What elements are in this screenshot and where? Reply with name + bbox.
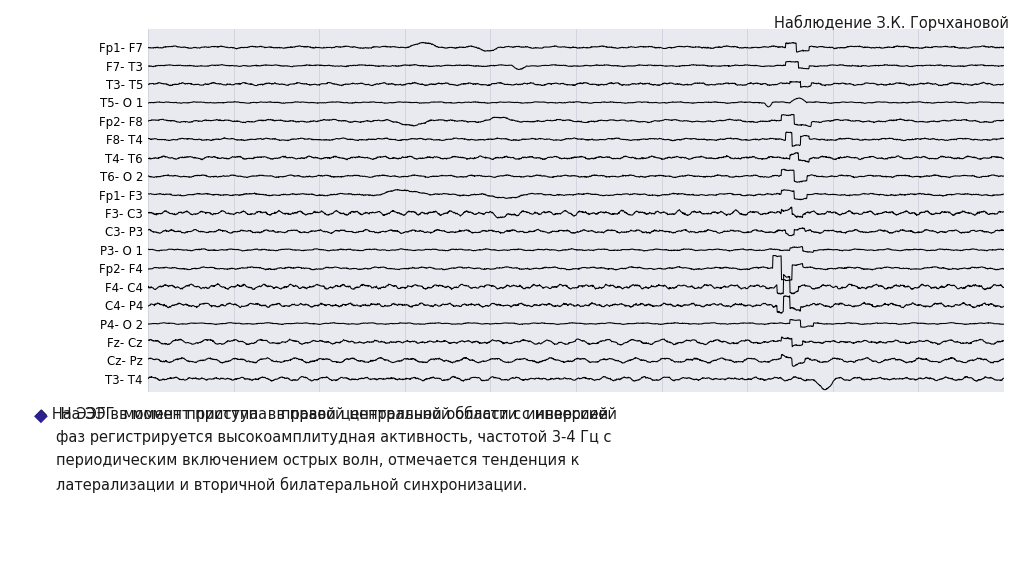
Text: На ЭЭГ в момент приступа  в правой центральной области с инверсией
фаз регистрир: На ЭЭГ в момент приступа в правой центра… <box>56 406 617 492</box>
Text: ◆: ◆ <box>34 407 48 425</box>
Text: Наблюдение З.К. Горчхановой: Наблюдение З.К. Горчхановой <box>774 14 1009 31</box>
Text: ◆ На ЭЭГ в момент приступа  в правой центральной области с инверсией: ◆ На ЭЭГ в момент приступа в правой цент… <box>36 406 608 422</box>
